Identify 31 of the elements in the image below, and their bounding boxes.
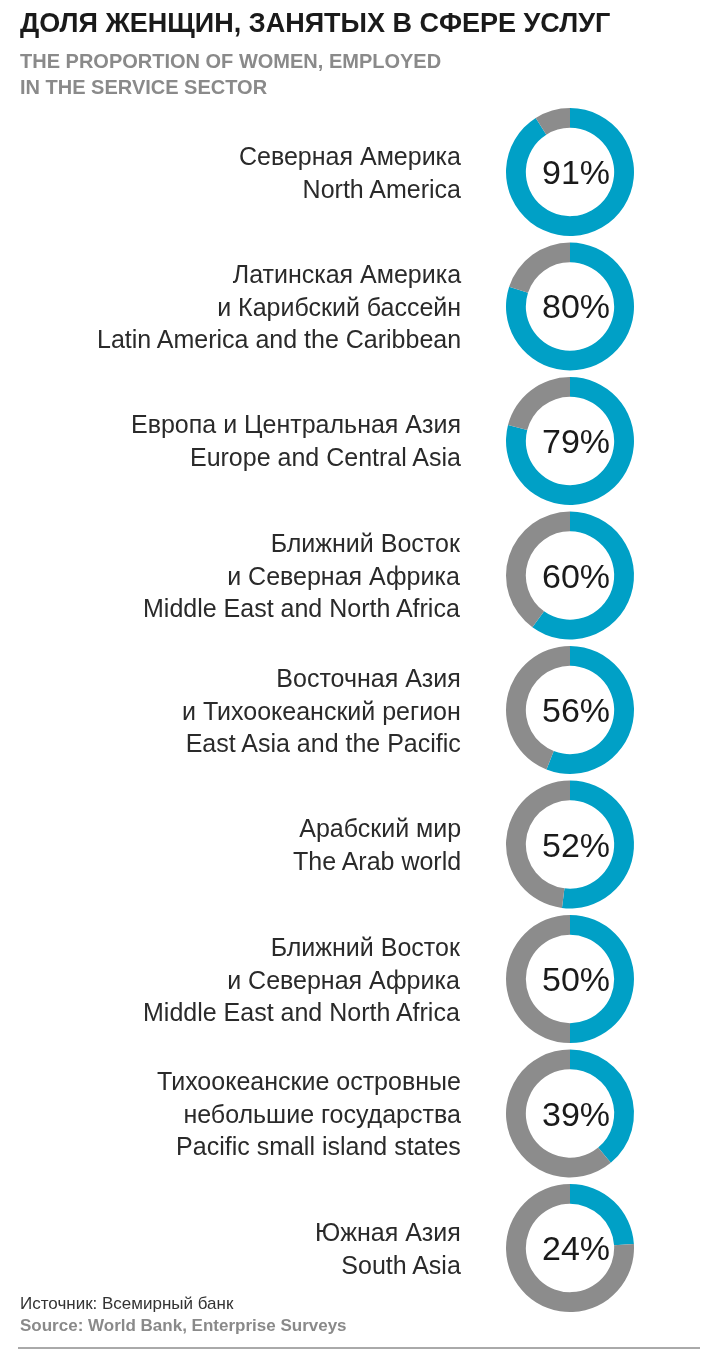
- data-label: 24%: [542, 1229, 611, 1267]
- donut-slice: [509, 242, 570, 293]
- donut-slice: [506, 242, 634, 371]
- text: Ближний Восток и Северная Африка Middle East and North Africa: [143, 933, 461, 1026]
- text: Источник: Всемирный банк: [20, 1294, 234, 1313]
- text: Латинская Америка и Карибский бассейн Latin America and the Caribbean: [97, 260, 462, 353]
- donut-slice: [506, 377, 634, 505]
- text: THE PROPORTION OF WOMEN, EMPLOYED IN THE SERVICE SECTOR: [20, 50, 442, 98]
- donut-slice: [506, 108, 634, 236]
- data-label: 56%: [542, 691, 611, 729]
- data-label: 60%: [542, 557, 611, 595]
- data-label: 39%: [542, 1095, 611, 1133]
- donut-slice: [506, 1049, 611, 1178]
- data-label: 50%: [542, 960, 611, 998]
- text: Северная Америка North America: [239, 142, 462, 203]
- text: Ближний Восток и Северная Африка Middle East and North Africa: [143, 529, 461, 622]
- text: Европа и Центральная Азия Europe and Central Asia: [131, 410, 462, 471]
- text: Тихоокеанские островные небольшие государства Pacific small island states: [157, 1067, 461, 1160]
- data-label: 80%: [542, 287, 611, 325]
- text: Южная Азия South Asia: [315, 1218, 461, 1279]
- text: ДОЛЯ ЖЕНЩИН, ЗАНЯТЫХ В СФЕРЕ УСЛУГ: [20, 8, 611, 38]
- donut-slice: [506, 1184, 634, 1312]
- text: Восточная Азия и Тихоокеанский регион East Asia and the Pacific: [182, 664, 461, 757]
- data-label: 91%: [542, 153, 611, 191]
- source-note: Source: World Bank, Enterprise Surveys: [20, 1316, 347, 1335]
- donut-slice: [508, 377, 570, 431]
- donut-slice: [532, 511, 634, 640]
- data-label: 52%: [542, 826, 611, 864]
- donut-slice: [535, 108, 570, 135]
- text: Арабский мир The Arab world: [293, 814, 462, 875]
- data-label: 79%: [542, 422, 611, 460]
